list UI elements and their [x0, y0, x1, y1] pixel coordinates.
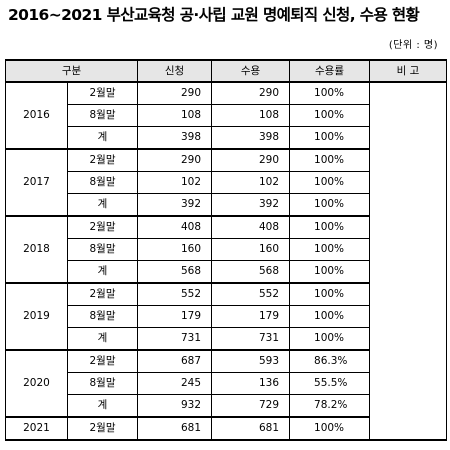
period-cell: 2월말	[66, 215, 139, 239]
period-cell: 2월말	[66, 282, 139, 306]
applied-cell: 179	[137, 305, 213, 328]
rate-cell: 100%	[289, 238, 371, 261]
table-row: 계 932 729 78.2%	[6, 394, 447, 418]
accepted-cell: 136	[211, 372, 291, 395]
table-row: 8월말 245 136 55.5%	[6, 372, 447, 395]
table-row: 2020 2월말 687 593 86.3%	[5, 349, 447, 418]
year-cell: 2018	[5, 215, 68, 284]
table-row: 8월말 179 179 100%	[6, 305, 447, 328]
rate-cell: 78.2%	[289, 394, 371, 418]
applied-cell: 552	[137, 282, 213, 306]
table-row: 2017 2월말 290 290 100%	[5, 148, 447, 217]
accepted-cell: 398	[211, 126, 291, 150]
applied-cell: 932	[137, 394, 213, 418]
table-row: 8월말 102 102 100%	[6, 171, 447, 194]
year-cell: 2016	[5, 81, 68, 150]
note-cell	[369, 81, 448, 441]
accepted-cell: 729	[211, 394, 291, 418]
applied-cell: 290	[137, 81, 213, 105]
accepted-cell: 160	[211, 238, 291, 261]
year-cell: 2021	[5, 416, 68, 441]
table-row: 계 731 731 100%	[6, 327, 447, 351]
rate-cell: 100%	[289, 193, 371, 217]
accepted-cell: 568	[211, 260, 291, 284]
accepted-cell: 593	[211, 349, 291, 373]
period-cell: 8월말	[66, 305, 139, 328]
table-row: 2019 2월말 552 552 100%	[5, 282, 447, 351]
accepted-cell: 179	[211, 305, 291, 328]
rate-cell: 100%	[289, 126, 371, 150]
accepted-cell: 108	[211, 104, 291, 127]
applied-cell: 398	[137, 126, 213, 150]
applied-cell: 160	[137, 238, 213, 261]
applied-cell: 245	[137, 372, 213, 395]
table-row: 계 568 568 100%	[6, 260, 447, 284]
applied-cell: 392	[137, 193, 213, 217]
applied-cell: 731	[137, 327, 213, 351]
accepted-cell: 552	[211, 282, 291, 306]
period-cell: 계	[66, 394, 139, 418]
period-cell: 계	[66, 126, 139, 150]
period-cell: 8월말	[66, 372, 139, 395]
header-applied: 신청	[137, 59, 213, 83]
applied-cell: 568	[137, 260, 213, 284]
applied-cell: 681	[137, 416, 213, 441]
period-cell: 계	[66, 260, 139, 284]
applied-cell: 408	[137, 215, 213, 239]
table-row: 계 398 398 100%	[6, 126, 447, 150]
table-row: 2018 2월말 408 408 100%	[5, 215, 447, 284]
applied-cell: 290	[137, 148, 213, 172]
applied-cell: 102	[137, 171, 213, 194]
accepted-cell: 408	[211, 215, 291, 239]
period-cell: 8월말	[66, 238, 139, 261]
header-note: 비 고	[369, 59, 448, 83]
rate-cell: 100%	[289, 260, 371, 284]
period-cell: 계	[66, 193, 139, 217]
rate-cell: 86.3%	[289, 349, 371, 373]
rate-cell: 100%	[289, 305, 371, 328]
period-cell: 8월말	[66, 104, 139, 127]
rate-cell: 100%	[289, 81, 371, 105]
accepted-cell: 731	[211, 327, 291, 351]
rate-cell: 100%	[289, 215, 371, 239]
year-cell: 2017	[5, 148, 68, 217]
rate-cell: 100%	[289, 282, 371, 306]
table-row: 8월말 108 108 100%	[6, 104, 447, 127]
accepted-cell: 290	[211, 81, 291, 105]
table-row: 계 392 392 100%	[6, 193, 447, 217]
table-header-row: 구분 신청 수용 수용률 비 고	[4, 59, 448, 83]
applied-cell: 687	[137, 349, 213, 373]
period-cell: 2월말	[66, 148, 139, 172]
header-rate: 수용률	[289, 59, 371, 83]
accepted-cell: 290	[211, 148, 291, 172]
table-row: 8월말 160 160 100%	[6, 238, 447, 261]
rate-cell: 100%	[289, 416, 371, 441]
accepted-cell: 681	[211, 416, 291, 441]
rate-cell: 100%	[289, 171, 371, 194]
table-row: 2016 2월말 290 290 100%	[5, 81, 448, 441]
rate-cell: 100%	[289, 148, 371, 172]
document-title: 2016~2021 부산교육청 공·사립 교원 명예퇴직 신청, 수용 현황	[8, 6, 420, 24]
retirement-table: 구분 신청 수용 수용률 비 고 2016 2월말 290 290 100% 8월말 108…	[4, 59, 448, 441]
unit-note: (단위 : 명)	[388, 40, 438, 51]
accepted-cell: 102	[211, 171, 291, 194]
rate-cell: 100%	[289, 104, 371, 127]
period-cell: 8월말	[66, 171, 139, 194]
period-cell: 2월말	[66, 416, 139, 441]
header-category: 구분	[4, 59, 139, 83]
accepted-cell: 392	[211, 193, 291, 217]
period-cell: 2월말	[66, 349, 139, 373]
year-cell: 2020	[5, 349, 68, 418]
table-row: 2021 2월말 681 681 100%	[5, 416, 447, 441]
rate-cell: 100%	[289, 327, 371, 351]
period-cell: 계	[66, 327, 139, 351]
rate-cell: 55.5%	[289, 372, 371, 395]
period-cell: 2월말	[66, 81, 139, 105]
applied-cell: 108	[137, 104, 213, 127]
year-cell: 2019	[5, 282, 68, 351]
header-accepted: 수용	[211, 59, 291, 83]
table-body: 2016 2월말 290 290 100% 8월말 108 108 100% 계 398 398 100…	[5, 81, 448, 441]
